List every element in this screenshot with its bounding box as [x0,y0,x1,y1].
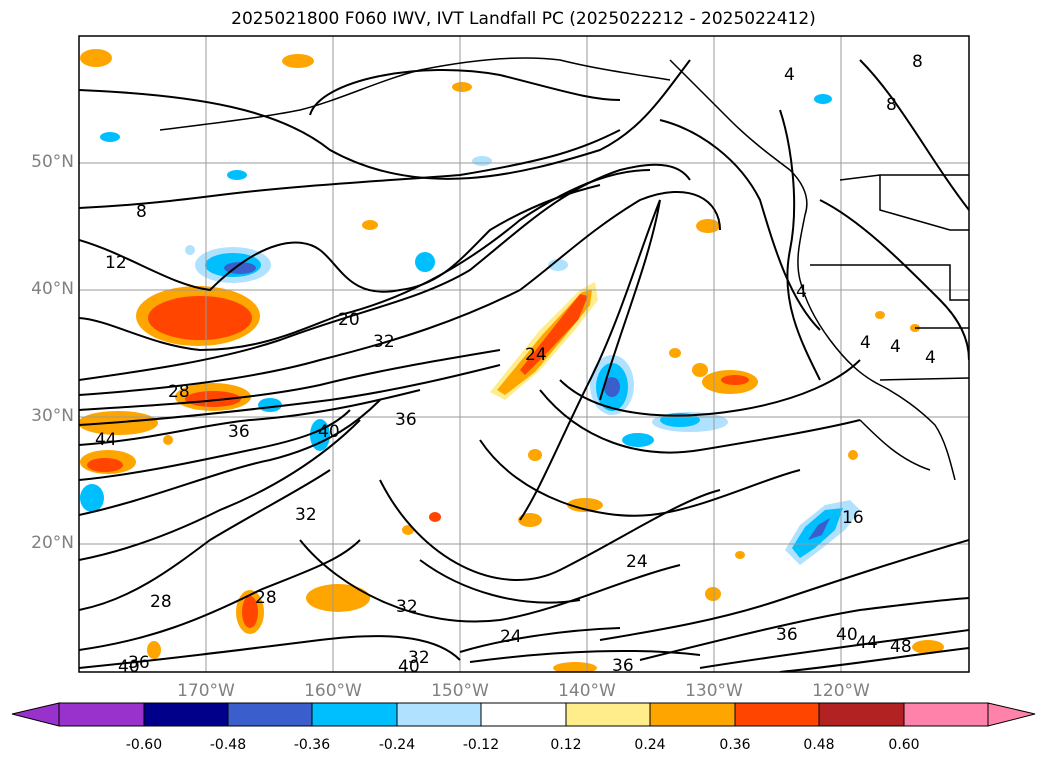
lat-label: 50°N [31,152,74,172]
lat-label: 40°N [31,279,74,299]
contour-label: 36 [128,653,150,673]
colorbar-tick-label: 0.60 [888,737,920,753]
contour-label: 32 [408,648,430,668]
contour-label: 4 [796,282,807,302]
contour-label: 4 [860,333,871,353]
contour-label: 40 [318,422,340,442]
lon-label: 150°W [431,681,489,701]
contour-label: 40 [836,625,858,645]
colorbar-tick-label: -0.60 [125,737,163,753]
lon-label: 130°W [685,681,743,701]
contour-label: 4 [784,65,795,85]
colorbar-tick-label: -0.24 [378,737,416,753]
lon-label: 170°W [177,681,235,701]
colorbar-tick-label: 0.24 [634,737,666,753]
lon-label: 120°W [812,681,870,701]
contour-label: 12 [105,253,127,273]
colorbar-extend-min [11,702,60,727]
contour-label: 48 [890,637,912,657]
contour-label: 36 [612,656,634,676]
colorbar-tick-label: 0.36 [719,737,751,753]
contour-label: 28 [255,588,277,608]
lat-label: 30°N [31,406,74,426]
colorbar-tick-label: -0.48 [209,737,247,753]
contour-label: 16 [842,508,864,528]
contour-label: 28 [150,592,172,612]
contour-label: 20 [338,310,360,330]
colorbar-tick-label: 0.12 [550,737,582,753]
contour-label: 4 [925,348,936,368]
lon-label: 160°W [304,681,362,701]
contour-label: 8 [912,52,923,72]
contour-label: 40 [398,657,420,677]
contour-label: 8 [886,95,897,115]
colorbar-tick-label: -0.12 [462,737,500,753]
iwv-contours [79,59,969,672]
colorbar-tick-label: -0.36 [293,737,331,753]
contour-label: 36 [776,625,798,645]
contour-label: 44 [856,633,878,653]
contour-label: 36 [395,410,417,430]
contour-label: 24 [525,345,547,365]
contour-label: 28 [168,382,190,402]
contour-label: 24 [500,627,522,647]
map-frame [78,35,970,673]
contour-label: 44 [95,430,117,450]
contour-label: 8 [136,202,147,222]
contour-label: 32 [373,332,395,352]
contour-label: 32 [295,505,317,525]
contour-label: 32 [396,597,418,617]
contour-label: 40 [118,657,140,677]
map-title: 2025021800 F060 IWV, IVT Landfall PC (20… [231,9,816,29]
colorbar-extend-max [987,702,1036,727]
colorbar [11,702,1036,727]
colorbar-tick-label: 0.48 [803,737,835,753]
contour-label-group: 4 8 8 8 12 16 20 24 24 24 28 28 28 32 32… [95,52,936,677]
lat-label: 20°N [31,533,74,553]
coastlines [159,57,969,481]
lon-label: 140°W [558,681,616,701]
contour-label: 36 [228,422,250,442]
contour-label: 24 [626,552,648,572]
contour-label: 4 [890,337,901,357]
